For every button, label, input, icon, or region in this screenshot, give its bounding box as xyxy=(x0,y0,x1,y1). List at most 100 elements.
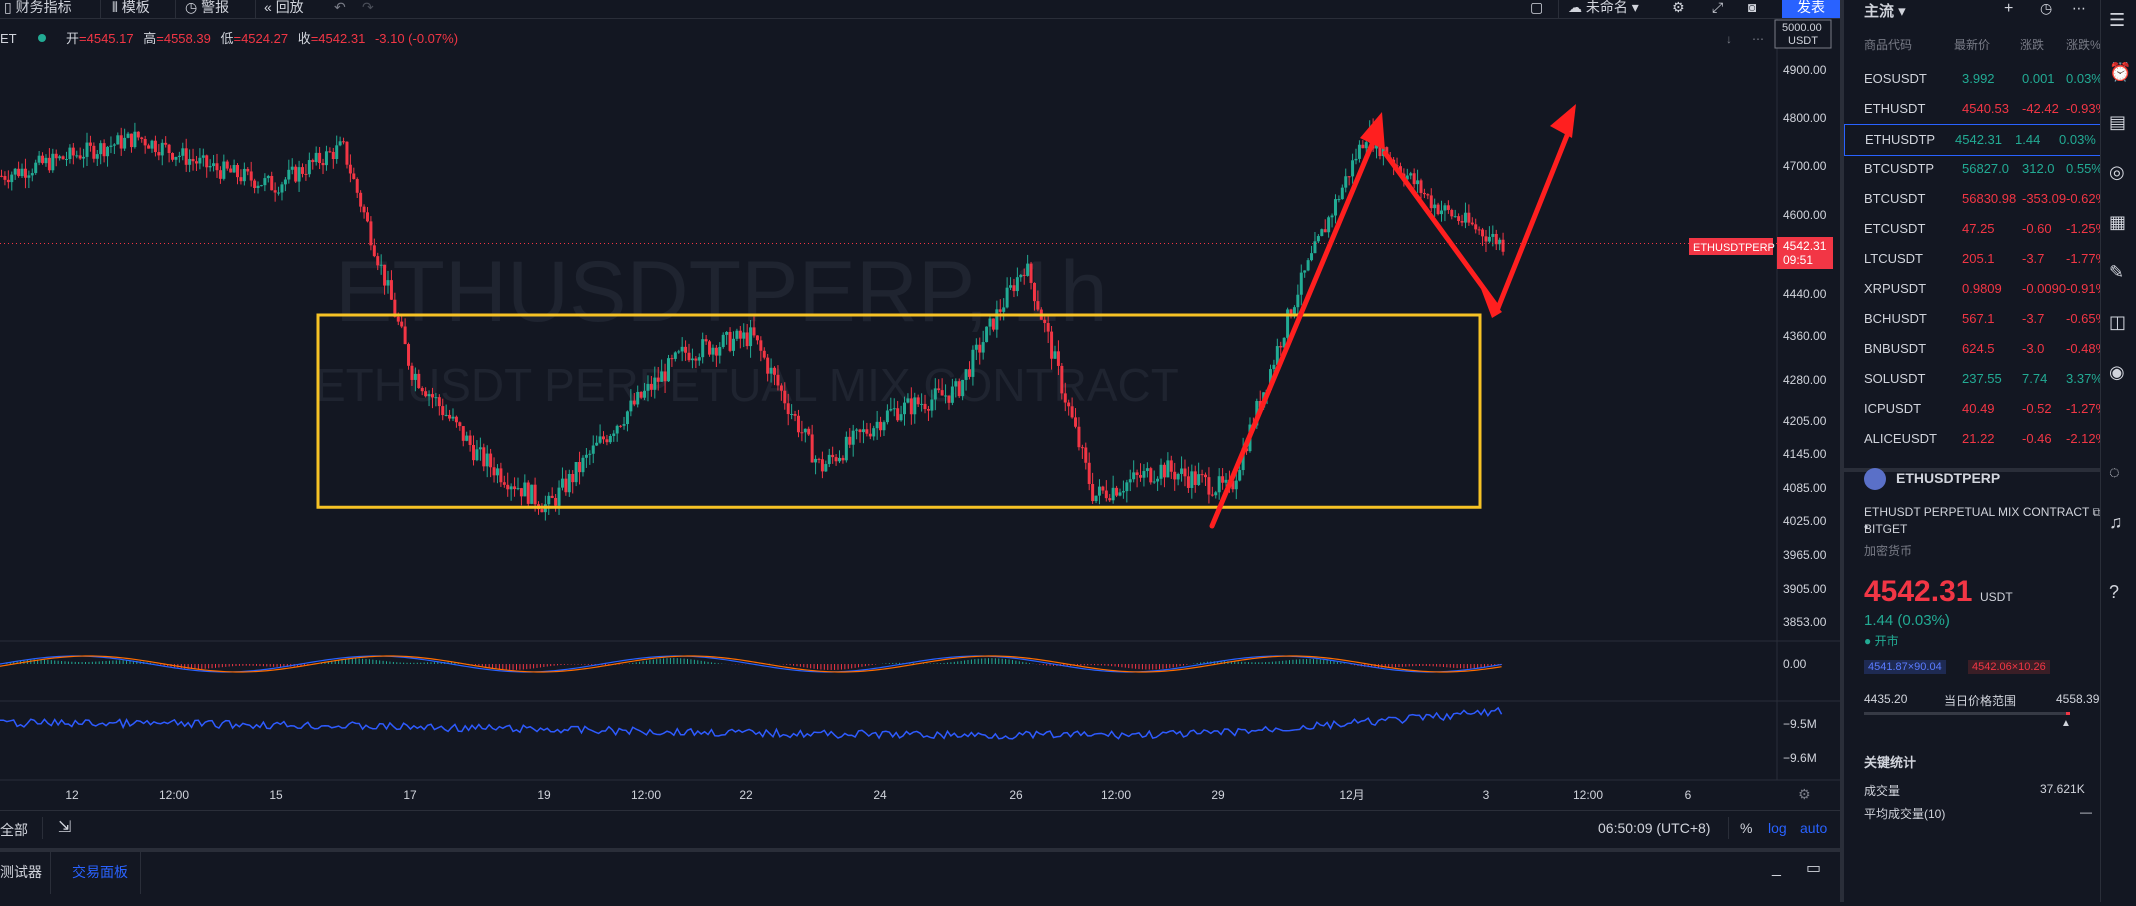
log-toggle[interactable]: log xyxy=(1768,820,1787,836)
percent-toggle[interactable]: % xyxy=(1740,820,1753,836)
watchlist-symbol: BTCUSDTP xyxy=(1864,161,1935,176)
maximize-icon[interactable]: ▭ xyxy=(1806,860,1822,877)
watchlist-symbol: ETCUSDT xyxy=(1864,221,1926,236)
watchlist-row[interactable]: ETCUSDT 47.25 -0.60 -1.25% xyxy=(1852,214,2107,244)
watchlist-row[interactable]: ETHUSDT 4540.53 -42.42 -0.93% xyxy=(1852,94,2107,124)
candle-body xyxy=(1484,236,1488,242)
watchlist-row[interactable]: ICPUSDT 40.49 -0.52 -1.27% xyxy=(1852,394,2107,424)
notification-icon[interactable]: ◌ xyxy=(2109,462,2120,482)
watermark-subtitle: ETHUSDT PERPETUAL MIX CONTRACT xyxy=(315,359,1179,411)
goto-date-icon[interactable]: ⇲ xyxy=(58,819,72,836)
redo-icon[interactable]: ↷ xyxy=(362,0,374,15)
layout-name-select[interactable]: ☁ 未命名 ▾ xyxy=(1568,0,1639,15)
alerts-button[interactable]: ◷ 警报 xyxy=(185,0,230,15)
avg-volume-label: 平均成交量(10) xyxy=(1864,807,1946,821)
undo-icon[interactable]: ↶ xyxy=(334,0,346,15)
detail-price: 4542.31 xyxy=(1864,575,1973,608)
gear-icon[interactable]: ⚙ xyxy=(1798,786,1811,802)
auto-toggle[interactable]: auto xyxy=(1800,820,1828,836)
macd-line xyxy=(0,655,1502,673)
candle-body xyxy=(540,509,544,513)
watchlist-row[interactable]: SOLUSDT 237.55 7.74 3.37% xyxy=(1852,364,2103,394)
avg-volume-value: — xyxy=(2080,805,2092,819)
price-axis[interactable]: 4900.00 4800.00 4700.00 4600.00 4440.00 4360.… xyxy=(1783,63,1827,629)
candle-body xyxy=(1022,274,1026,276)
candle-body xyxy=(1204,474,1207,478)
watchlist-row[interactable]: ALICEUSDT 21.22 -0.46 -2.12% xyxy=(1852,424,2107,454)
more-icon[interactable]: ⋯ xyxy=(2072,0,2086,16)
candle-body xyxy=(109,145,113,147)
help-icon[interactable]: ? xyxy=(2109,582,2120,602)
publish-button[interactable]: 发表 xyxy=(1782,0,1840,18)
candle-body xyxy=(1354,158,1358,161)
col-header-symbol[interactable]: 商品代码 xyxy=(1864,38,1913,52)
range-all-button[interactable]: 全部 xyxy=(0,822,28,838)
data-window-icon[interactable]: ▤ xyxy=(2109,112,2127,132)
watchlist-row[interactable]: BNBUSDT 624.5 -3.0 -0.48% xyxy=(1852,334,2107,364)
arrow-drawings[interactable] xyxy=(1209,125,1573,529)
minimize-icon[interactable]: _ xyxy=(1772,860,1781,877)
bell-icon[interactable]: ♫ xyxy=(2109,512,2123,532)
candle-body xyxy=(752,327,756,336)
candle-body xyxy=(844,436,848,461)
candle-body xyxy=(485,453,489,467)
watchlist-row[interactable]: LTCUSDT 205.1 -3.7 -1.77% xyxy=(1852,244,2107,274)
divider xyxy=(1558,0,1559,18)
hotlist-icon[interactable]: ◎ xyxy=(2109,162,2125,182)
candle-body xyxy=(1094,495,1098,502)
panel-divider xyxy=(1844,468,2104,472)
add-symbol-icon[interactable]: + xyxy=(2004,0,2014,17)
ideas-icon[interactable]: ✎ xyxy=(2109,262,2125,282)
clock-display[interactable]: 06:50:09 (UTC+8) xyxy=(1598,820,1711,836)
candle-body xyxy=(389,280,393,300)
streams-icon[interactable]: ◉ xyxy=(2109,362,2125,382)
watchlist-row[interactable]: BTCUSDT 56830.98 -353.09 -0.62% xyxy=(1852,184,2107,214)
watchlist-symbol: ETHUSDTP xyxy=(1865,132,1936,147)
replay-button[interactable]: « 回放 xyxy=(264,0,304,15)
calendar-icon[interactable]: ▦ xyxy=(2109,212,2127,232)
fullscreen-icon[interactable]: ⤢ xyxy=(1712,0,1724,15)
camera-icon[interactable]: ◙ xyxy=(1748,0,1757,15)
gear-icon[interactable]: ⚙ xyxy=(1672,0,1685,15)
watchlist-row[interactable]: XRPUSDT 0.9809 -0.0090 -0.91% xyxy=(1852,274,2107,304)
candle-body xyxy=(222,161,226,179)
candle-body xyxy=(786,403,790,415)
candle-body xyxy=(266,175,270,179)
financials-button[interactable]: ▯ 财务指标 xyxy=(4,0,72,15)
candle-body xyxy=(301,167,304,174)
arrow-down-icon[interactable]: ↓ xyxy=(1726,32,1732,46)
alert-icon[interactable]: ⏰ xyxy=(2109,62,2132,82)
col-header-change-pct[interactable]: 涨跌% xyxy=(2066,38,2101,52)
col-header-change[interactable]: 涨跌 xyxy=(2020,38,2045,52)
watchlist-row[interactable]: BTCUSDTP 56827.0 312.0 0.55% xyxy=(1852,154,2103,184)
candle-body xyxy=(164,142,168,145)
watchlist-row[interactable]: EOSUSDT 3.992 0.001 0.03% xyxy=(1852,64,2103,94)
price-chart[interactable]: ETHUSDTPERP, 1h ETHUSDT PERPETUAL MIX CO… xyxy=(0,18,1840,818)
range-high: 4558.39 xyxy=(2056,692,2100,706)
candle-body xyxy=(714,347,718,356)
watchlist-row[interactable]: ETHUSDTP 4542.31 1.44 0.03% xyxy=(1844,124,2104,156)
more-icon[interactable]: ⋯ xyxy=(1752,32,1764,46)
templates-button[interactable]: ⫴ 模板 xyxy=(112,0,150,15)
candle-body xyxy=(454,416,458,423)
watchlist-row[interactable]: BCHUSDT 567.1 -3.7 -0.65% xyxy=(1852,304,2107,334)
chat-icon[interactable]: ◫ xyxy=(2109,312,2127,332)
watchlist-icon[interactable]: ☰ xyxy=(2109,10,2126,30)
candle-body xyxy=(78,155,82,159)
watchlist-title[interactable]: 主流 ▾ xyxy=(1864,3,1906,20)
signal-line xyxy=(0,655,1502,673)
range-box-drawing[interactable] xyxy=(316,313,1482,509)
divider xyxy=(175,0,176,18)
chart-area[interactable]: ETHUSDTPERP, 1h ETHUSDT PERPETUAL MIX CO… xyxy=(0,18,1840,818)
history-icon[interactable]: ◷ xyxy=(2040,0,2053,16)
candle-body xyxy=(1091,483,1095,502)
candle-body xyxy=(181,148,185,156)
tab-trading-panel[interactable]: 交易面板 xyxy=(72,864,128,880)
layout-icon[interactable]: ▢ xyxy=(1530,0,1544,15)
tab-strategy-tester[interactable]: 测试器 xyxy=(0,864,42,880)
candle-body xyxy=(961,379,965,397)
candle-body xyxy=(102,143,106,157)
col-header-last[interactable]: 最新价 xyxy=(1954,38,1991,52)
candle-body xyxy=(1416,180,1420,185)
time-axis[interactable]: 12 12:00 15 17 19 12:00 22 24 26 12:00 29 12月 3 12:00… xyxy=(65,788,1691,802)
